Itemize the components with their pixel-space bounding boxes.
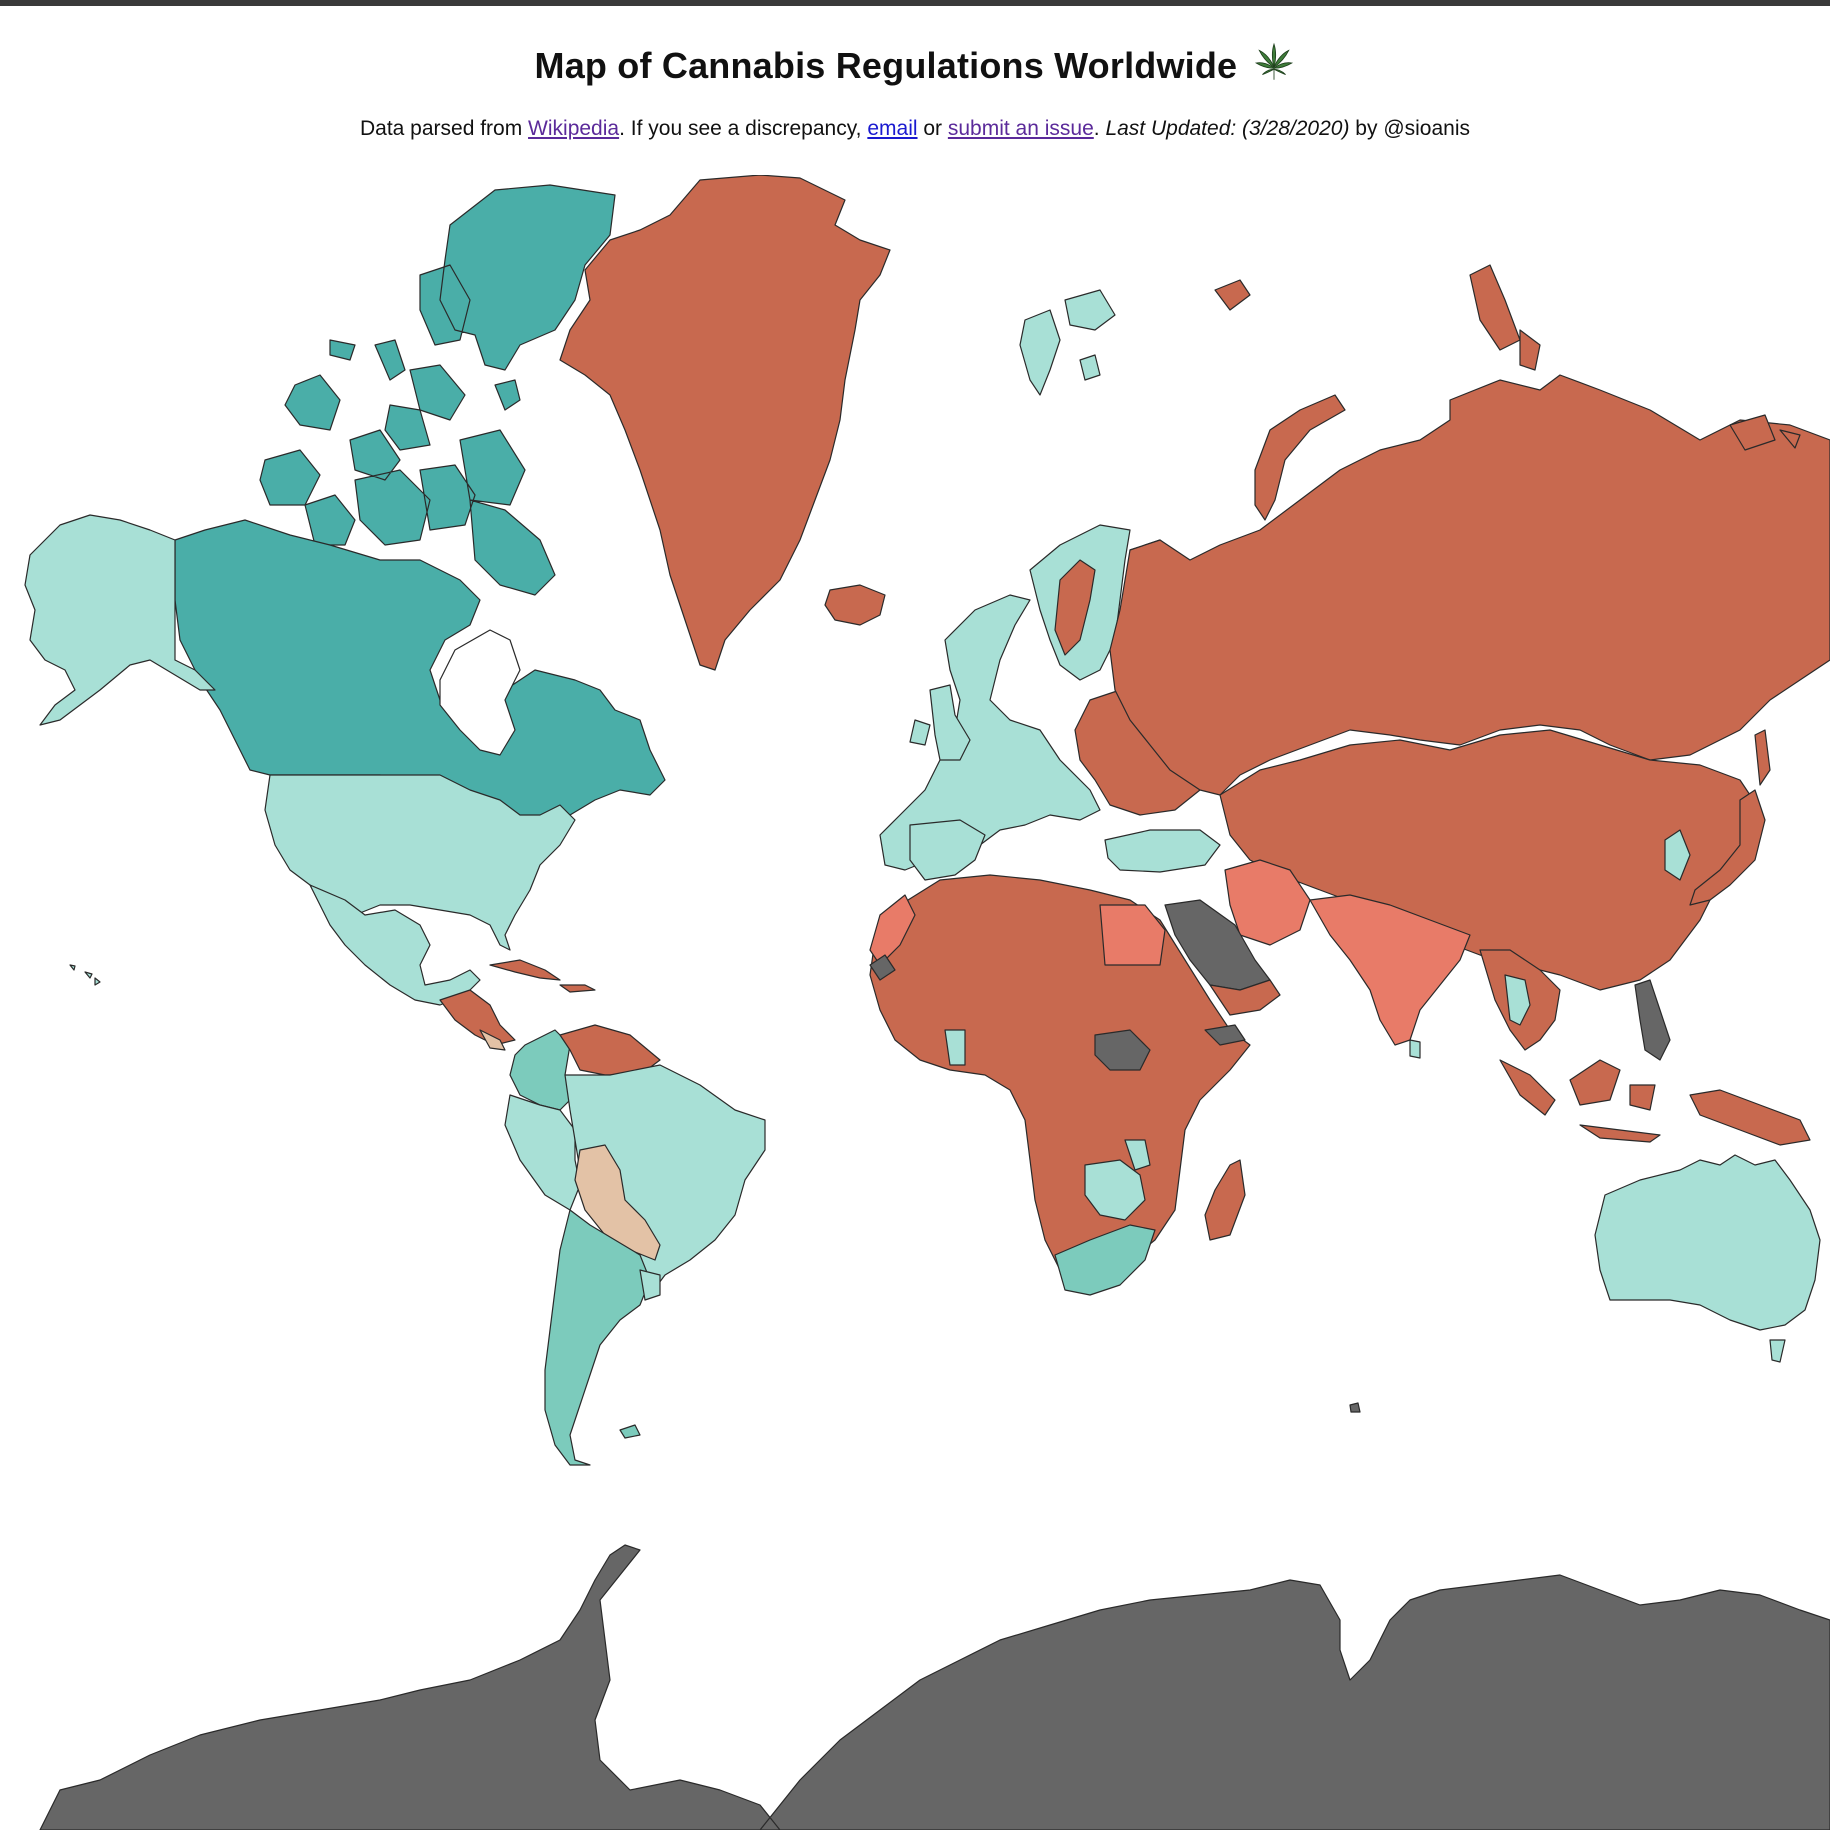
subtitle-text-1: Data parsed from (359, 117, 529, 140)
submit-issue-link[interactable]: submit an issue (947, 117, 1094, 140)
hudson-bay (439, 629, 521, 756)
wikipedia-link[interactable]: Wikipedia (528, 117, 620, 140)
subtitle-text-4: . (1093, 117, 1106, 140)
country-ghana[interactable] (944, 1029, 966, 1066)
country-bolivia-paraguay[interactable] (574, 1144, 661, 1261)
country-morocco[interactable] (869, 894, 916, 966)
region-europe[interactable] (879, 594, 1101, 871)
page-header: Map of Cannabis Regulations Worldwide Da… (0, 40, 1830, 144)
subtitle-text-2: . If you see a discrepancy, (619, 117, 868, 140)
island-franz-josef[interactable] (1214, 279, 1251, 311)
island-novaya-zemlya[interactable] (1254, 394, 1346, 521)
country-thailand[interactable] (1504, 974, 1531, 1026)
country-western-sahara[interactable] (869, 954, 896, 981)
country-canada-arctic[interactable] (259, 184, 616, 596)
country-tasmania[interactable] (1769, 1339, 1786, 1363)
continent-antarctica[interactable] (39, 1544, 1830, 1830)
country-sri-lanka[interactable] (1409, 1039, 1421, 1059)
island-hawaii[interactable] (69, 964, 101, 986)
world-map (0, 175, 1830, 1830)
country-egypt[interactable] (1099, 904, 1166, 966)
country-indonesia[interactable] (1499, 1059, 1811, 1146)
island-new-zealand[interactable] (1349, 1402, 1361, 1413)
country-iran[interactable] (1224, 859, 1311, 946)
region-yemen-oman[interactable] (1209, 979, 1281, 1016)
country-costa-rica[interactable] (479, 1029, 506, 1051)
cannabis-leaf-icon (1255, 42, 1294, 80)
country-iceland[interactable] (824, 584, 886, 626)
island-severnaya-zemlya[interactable] (1469, 264, 1801, 451)
country-turkey[interactable] (1104, 829, 1221, 873)
country-uruguay[interactable] (639, 1269, 661, 1301)
country-japan[interactable] (1689, 789, 1766, 906)
email-link[interactable]: email (867, 117, 918, 140)
country-uk-ireland[interactable] (909, 684, 971, 761)
country-australia[interactable] (1594, 1154, 1821, 1331)
region-zambia-zimbabwe[interactable] (1084, 1139, 1151, 1221)
country-peru[interactable] (504, 1094, 581, 1211)
world-map-svg (24, 175, 1830, 1830)
island-falklands[interactable] (619, 1424, 641, 1439)
country-iberia[interactable] (909, 819, 986, 881)
island-svalbard[interactable] (1019, 289, 1116, 396)
country-somaliland[interactable] (1204, 1024, 1246, 1046)
last-updated: Last Updated: (3/28/2020) (1105, 117, 1350, 140)
country-madagascar[interactable] (1204, 1159, 1246, 1241)
author-credit: by @sioanis (1349, 117, 1471, 140)
region-central-america[interactable] (439, 989, 516, 1046)
country-mexico[interactable] (309, 884, 481, 1006)
country-south-africa[interactable] (1054, 1224, 1156, 1296)
country-usa-alaska[interactable] (24, 514, 216, 726)
island-sakhalin[interactable] (1754, 729, 1771, 786)
subtitle-text-3: or (917, 117, 948, 140)
country-argentina-chile[interactable] (544, 1209, 651, 1466)
top-border (0, 0, 1830, 6)
country-south-sudan[interactable] (1094, 1029, 1151, 1071)
page-title: Map of Cannabis Regulations Worldwide (0, 40, 1830, 92)
country-korea[interactable] (1664, 829, 1691, 881)
country-russia[interactable] (1109, 374, 1830, 796)
country-india[interactable] (1309, 894, 1471, 1046)
region-caribbean[interactable] (489, 959, 596, 993)
page-title-text: Map of Cannabis Regulations Worldwide (534, 45, 1238, 86)
subtitle: Data parsed from Wikipedia. If you see a… (0, 114, 1830, 144)
country-philippines[interactable] (1634, 979, 1671, 1061)
country-greenland[interactable] (559, 175, 891, 671)
